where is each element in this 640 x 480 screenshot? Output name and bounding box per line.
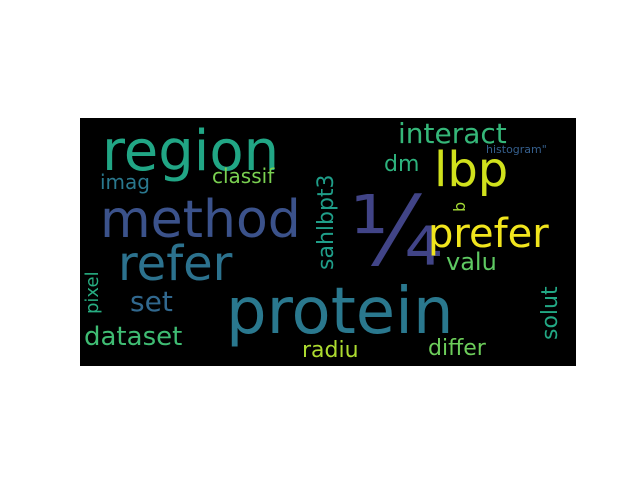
word-protein: protein bbox=[226, 275, 454, 349]
word-classif: classif bbox=[212, 164, 275, 188]
word-b: b bbox=[450, 201, 469, 212]
word-cloud: ¼ protein method region refer lbp prefer… bbox=[80, 118, 576, 366]
word-valu: valu bbox=[446, 248, 497, 276]
word-solut: solut bbox=[538, 286, 563, 340]
word-set: set bbox=[130, 285, 173, 318]
word-refer: refer bbox=[118, 236, 233, 292]
word-region: region bbox=[102, 119, 280, 184]
word-method: method bbox=[100, 190, 301, 250]
word-lbp: lbp bbox=[434, 142, 509, 198]
word-dataset: dataset bbox=[84, 322, 183, 352]
word-sahlbpt3: sahlbpt3 bbox=[314, 174, 339, 270]
word-imag: imag bbox=[100, 170, 150, 194]
word-frac: ¼ bbox=[350, 176, 444, 288]
word-radiu: radiu bbox=[302, 338, 359, 363]
word-pixel: pixel bbox=[82, 271, 103, 314]
word-histogram: histogram" bbox=[486, 143, 547, 156]
word-prefer: prefer bbox=[428, 211, 549, 257]
word-interact: interact bbox=[398, 118, 507, 150]
word-differ: differ bbox=[428, 336, 486, 361]
word-dm: dm bbox=[384, 152, 420, 177]
